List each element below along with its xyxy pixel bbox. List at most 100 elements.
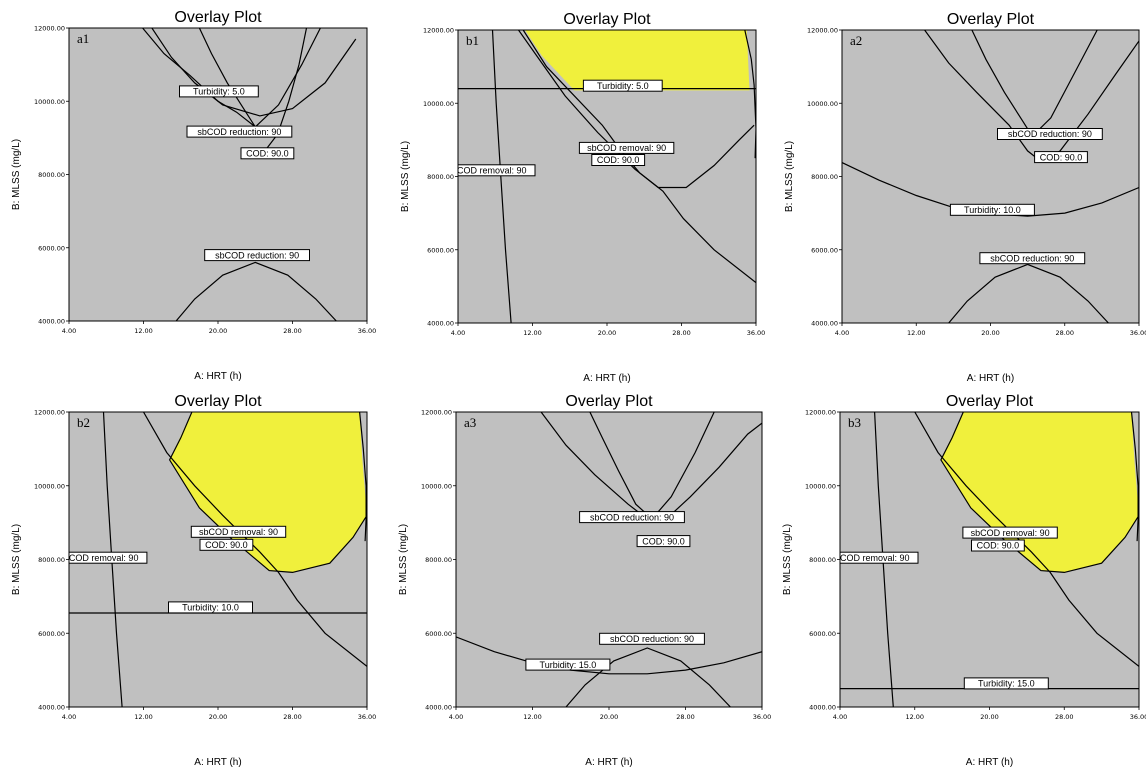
x-axis-label: A: HRT (h) [585,757,632,768]
contour-label: sbCOD reduction: 90 [590,512,674,522]
plot-contents: Turbidity: 5.0 sbCOD removal: 90 COD: 90.0… [449,30,756,323]
y-axis-label: B: MLSS (mg/L) [11,524,22,595]
contour-label-box [179,85,259,98]
y-axis-label: B: MLSS (mg/L) [784,141,795,212]
contour-label-box [578,141,675,154]
contour-label: Turbidity: 10.0 [182,603,239,613]
overlay-panel-b3: sbCOD removal: 90 COD: 90.0 rbCOD removal:… [782,393,1146,768]
x-tick-label: 12.00 [905,713,924,721]
x-tick-label: 12.00 [134,713,153,721]
contour-line [491,30,512,323]
contour-line [565,647,731,707]
x-tick-label: 28.00 [283,327,302,335]
contour-label-box [525,658,611,671]
y-tick-label: 10000.00 [421,482,452,490]
contour-label: sbCOD reduction: 90 [1008,129,1092,139]
contour-label-box [190,525,287,538]
contour-label-box [186,125,293,138]
contour-label-box [997,128,1103,140]
feasible-region [940,412,1139,573]
contour-label-box [1034,151,1088,164]
contour-label: rbCOD removal: 90 [61,553,139,563]
contour-label-box [591,154,646,166]
contour-label: COD: 90.0 [977,541,1020,551]
x-tick-label: 20.00 [980,713,999,721]
x-tick-label: 4.00 [62,713,76,721]
plot-title: Overlay Plot [563,11,651,28]
contour-label: Turbidity: 5.0 [597,81,649,91]
contour-label-box [963,677,1049,690]
y-axis-label: B: MLSS (mg/L) [11,139,22,210]
x-axis-label: A: HRT (h) [194,371,241,382]
plot-contents: sbCOD reduction: 90 COD: 90.0 Turbidity: 1… [842,30,1139,323]
overlay-panel-b1: Turbidity: 5.0 sbCOD removal: 90 COD: 90.0… [400,11,765,384]
x-tick-label: 28.00 [676,713,695,721]
contour-label: rbCOD removal: 90 [832,553,910,563]
x-tick-label: 36.00 [747,329,766,337]
panel-id-label: a3 [464,415,476,430]
contour-label-box [962,526,1058,539]
x-tick-label: 36.00 [1130,713,1146,721]
y-tick-label: 10000.00 [34,98,65,106]
plot-area [69,28,367,321]
y-axis-label: B: MLSS (mg/L) [400,141,411,212]
panel-id-label: b3 [848,415,861,430]
y-axis-label: B: MLSS (mg/L) [398,524,409,595]
y-tick-label: 8000.00 [38,556,65,564]
x-tick-label: 28.00 [672,329,691,337]
contour-line [198,28,321,128]
contour-label-box [240,147,295,160]
contour-label: sbCOD reduction: 90 [990,253,1074,263]
y-tick-label: 10000.00 [805,482,836,490]
y-tick-label: 6000.00 [38,244,65,252]
x-tick-label: 4.00 [451,329,465,337]
contour-label: sbCOD reduction: 90 [197,127,281,137]
contour-label-box [582,79,663,92]
contour-label: sbCOD reduction: 90 [215,250,299,260]
contour-label: sbCOD removal: 90 [199,527,278,537]
contour-line [168,412,367,574]
y-tick-label: 8000.00 [38,171,65,179]
y-tick-label: 12000.00 [807,27,838,35]
x-tick-label: 20.00 [209,327,228,335]
y-tick-label: 12000.00 [421,409,452,417]
y-tick-label: 12000.00 [805,409,836,417]
panel-id-label: a1 [77,31,89,46]
contour-label: COD: 90.0 [642,536,685,546]
contour-label: COD: 90.0 [597,155,640,165]
y-tick-label: 10000.00 [34,482,65,490]
x-tick-label: 36.00 [358,713,377,721]
y-tick-label: 4000.00 [427,320,454,328]
contour-label: COD: 90.0 [205,540,248,550]
contour-label: Turbidity: 15.0 [540,660,597,670]
contour-label: sbCOD removal: 90 [587,143,666,153]
plot-contents: Turbidity: 5.0 sbCOD reduction: 90 COD: 90… [142,28,357,321]
overlay-panel-a3: sbCOD reduction: 90 COD: 90.0 sbCOD reduct… [398,393,771,768]
x-tick-label: 12.00 [907,329,926,337]
y-tick-label: 4000.00 [425,704,452,712]
contour-label-box [979,252,1086,265]
y-tick-label: 10000.00 [807,100,838,108]
y-tick-label: 8000.00 [425,556,452,564]
contour-label-box [840,551,919,564]
contour-label-box [971,539,1025,552]
contour-label-box [168,601,253,614]
contour-label: Turbidity: 5.0 [193,87,245,97]
plot-area [456,412,762,707]
y-tick-label: 10000.00 [423,100,454,108]
contour-label-box [636,535,691,548]
x-tick-label: 4.00 [449,713,463,721]
y-tick-label: 12000.00 [34,25,65,33]
contour-label-box [599,632,705,645]
contour-line [359,412,367,542]
x-tick-label: 28.00 [1055,329,1074,337]
x-axis-label: A: HRT (h) [583,373,630,384]
contour-label-box [69,551,148,564]
contour-line [518,30,755,189]
plot-title: Overlay Plot [174,9,262,26]
x-tick-label: 4.00 [833,713,847,721]
contour-label: rbCOD removal: 90 [449,166,527,176]
panel-id-label: a2 [850,33,862,48]
contour-line [1130,412,1139,542]
x-tick-label: 12.00 [523,329,542,337]
